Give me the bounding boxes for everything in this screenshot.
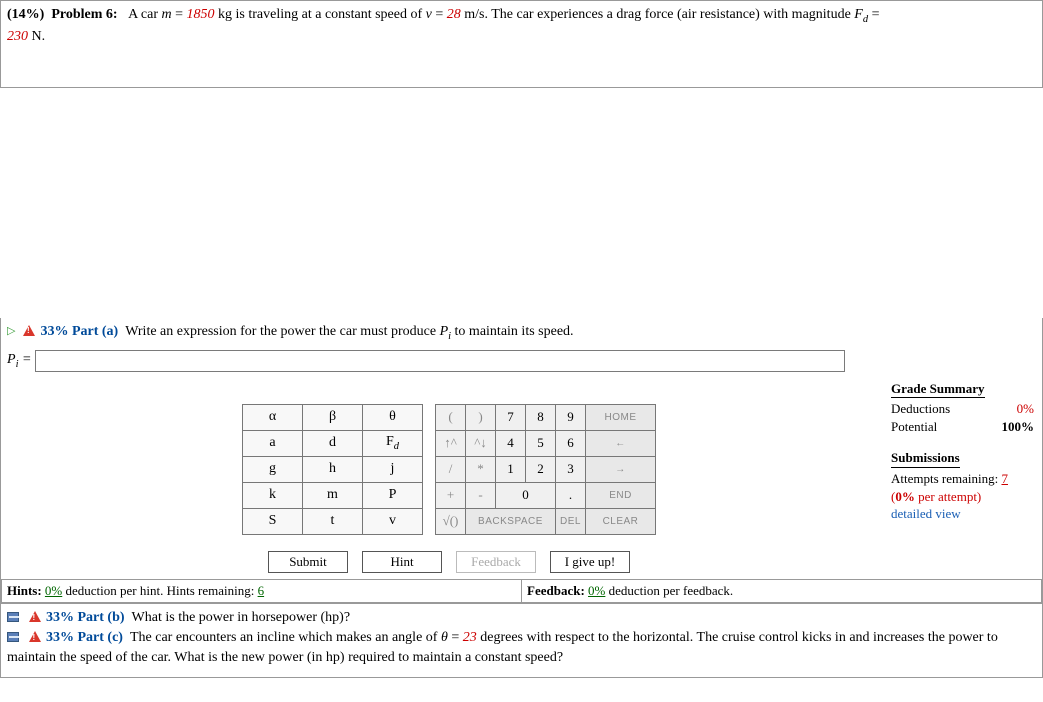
key-fd[interactable]: Fd — [363, 430, 423, 456]
key-div[interactable]: / — [436, 456, 466, 482]
key-k[interactable]: k — [243, 482, 303, 508]
key-m[interactable]: m — [303, 482, 363, 508]
key-home[interactable]: HOME — [586, 404, 656, 430]
hints-info: Hints: 0% deduction per hint. Hints rema… — [1, 580, 521, 603]
part-a-header: ▷ 33% Part (a) Write an expression for t… — [1, 318, 1042, 346]
key-minus[interactable]: - — [466, 482, 496, 508]
key-alpha[interactable]: α — [243, 404, 303, 430]
key-backspace[interactable]: BACKSPACE — [466, 508, 556, 534]
collapsed-icon — [7, 612, 19, 622]
key-mul[interactable]: * — [466, 456, 496, 482]
detailed-view-link[interactable]: detailed view — [891, 506, 961, 521]
key-dot[interactable]: . — [556, 482, 586, 508]
submit-button[interactable]: Submit — [268, 551, 348, 573]
key-7[interactable]: 7 — [496, 404, 526, 430]
part-c-row[interactable]: 33% Part (c) The car encounters an incli… — [7, 628, 1036, 669]
figure-area — [0, 88, 1043, 318]
key-left[interactable]: ← — [586, 430, 656, 456]
key-beta[interactable]: β — [303, 404, 363, 430]
problem-label: Problem 6: — [51, 7, 117, 22]
grade-summary: Grade Summary Deductions0% Potential100%… — [891, 380, 1036, 573]
key-g[interactable]: g — [243, 456, 303, 482]
key-sub[interactable]: ^↓ — [466, 430, 496, 456]
problem-weight: (14%) — [7, 7, 44, 22]
key-a[interactable]: a — [243, 430, 303, 456]
key-8[interactable]: 8 — [526, 404, 556, 430]
hints-feedback-bar: Hints: 0% deduction per hint. Hints rema… — [1, 579, 1042, 603]
key-right[interactable]: → — [586, 456, 656, 482]
key-5[interactable]: 5 — [526, 430, 556, 456]
warning-icon — [23, 325, 35, 336]
feedback-button: Feedback — [456, 551, 536, 573]
answer-row: Pi = — [1, 346, 1042, 380]
hint-button[interactable]: Hint — [362, 551, 442, 573]
key-2[interactable]: 2 — [526, 456, 556, 482]
expand-icon[interactable]: ▷ — [7, 325, 15, 337]
other-parts: 33% Part (b) What is the power in horsep… — [0, 604, 1043, 678]
part-b-row[interactable]: 33% Part (b) What is the power in horsep… — [7, 608, 1036, 628]
key-lparen[interactable]: ( — [436, 404, 466, 430]
feedback-info: Feedback: 0% deduction per feedback. — [521, 580, 1042, 603]
warning-icon — [29, 611, 41, 622]
key-p[interactable]: P — [363, 482, 423, 508]
key-plus[interactable]: + — [436, 482, 466, 508]
answer-label: Pi = — [7, 352, 31, 370]
key-t[interactable]: t — [303, 508, 363, 534]
key-v[interactable]: v — [363, 508, 423, 534]
answer-input[interactable] — [35, 350, 845, 372]
key-s[interactable]: S — [243, 508, 303, 534]
key-j[interactable]: j — [363, 456, 423, 482]
part-a-container: ▷ 33% Part (a) Write an expression for t… — [0, 318, 1043, 604]
key-9[interactable]: 9 — [556, 404, 586, 430]
key-theta[interactable]: θ — [363, 404, 423, 430]
key-rparen[interactable]: ) — [466, 404, 496, 430]
action-buttons: Submit Hint Feedback I give up! — [268, 551, 630, 573]
key-3[interactable]: 3 — [556, 456, 586, 482]
key-del[interactable]: DEL — [556, 508, 586, 534]
key-6[interactable]: 6 — [556, 430, 586, 456]
problem-statement: (14%) Problem 6: A car m = 1850 kg is tr… — [0, 0, 1043, 88]
numeric-keypad: ( ) 7 8 9 HOME ↑^ ^↓ 4 5 6 ← — [435, 404, 656, 535]
key-h[interactable]: h — [303, 456, 363, 482]
key-sup[interactable]: ↑^ — [436, 430, 466, 456]
key-4[interactable]: 4 — [496, 430, 526, 456]
giveup-button[interactable]: I give up! — [550, 551, 630, 573]
key-end[interactable]: END — [586, 482, 656, 508]
collapsed-icon — [7, 632, 19, 642]
keypad-area: α β θ a d Fd g h j k — [7, 380, 891, 573]
key-d[interactable]: d — [303, 430, 363, 456]
key-sqrt[interactable]: √() — [436, 508, 466, 534]
key-0[interactable]: 0 — [496, 482, 556, 508]
warning-icon — [29, 631, 41, 642]
key-1[interactable]: 1 — [496, 456, 526, 482]
symbol-keypad: α β θ a d Fd g h j k — [242, 404, 423, 535]
key-clear[interactable]: CLEAR — [586, 508, 656, 534]
